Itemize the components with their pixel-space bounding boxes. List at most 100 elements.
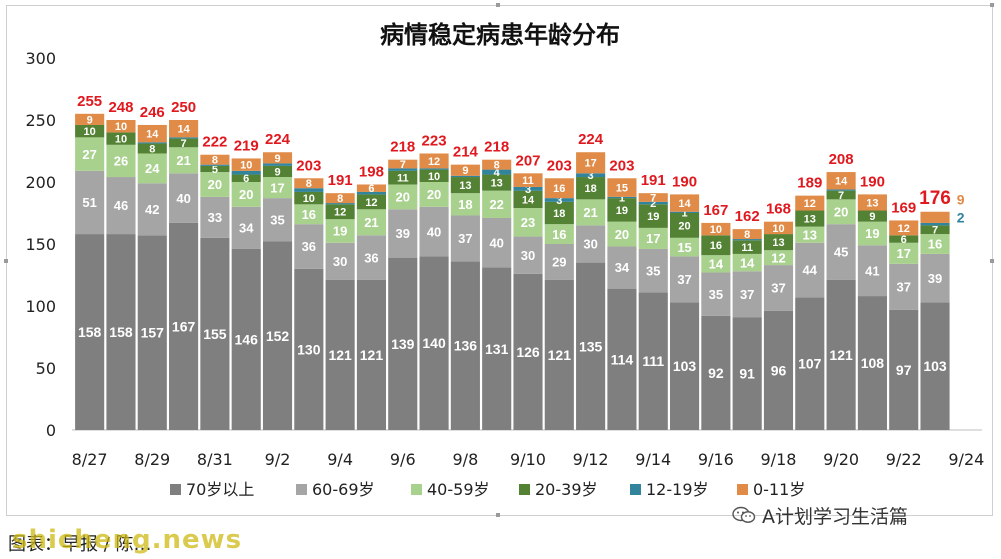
bar-segment <box>169 138 199 148</box>
bar-segment <box>669 237 700 257</box>
bar-segment <box>544 244 574 280</box>
bar-segment <box>513 208 543 237</box>
legend-item: 70岁以上 <box>170 480 254 499</box>
data-label: 92 <box>708 365 724 381</box>
data-label: 40 <box>489 235 503 250</box>
bar-segment <box>638 227 668 249</box>
x-tick-label: 9/18 <box>761 450 797 469</box>
resize-handle-top[interactable] <box>496 3 500 7</box>
data-label: 10 <box>428 171 440 183</box>
data-label: 36 <box>364 250 378 265</box>
bar-segment <box>732 240 762 254</box>
total-label: 203 <box>547 157 572 174</box>
bar-segment <box>262 163 293 166</box>
total-label: 189 <box>797 175 822 192</box>
legend-swatch <box>411 484 422 495</box>
data-label: 15 <box>677 240 691 255</box>
bar-segment <box>889 309 919 430</box>
resize-handle-right[interactable] <box>990 259 994 263</box>
wechat-account-name: A计划学习生活篇 <box>762 505 908 528</box>
data-label: 13 <box>803 227 817 242</box>
bar-segment <box>169 137 199 139</box>
data-label: 20 <box>678 220 690 232</box>
x-tick-label: 9/6 <box>390 450 416 469</box>
bar-segment <box>920 222 950 226</box>
extra-label: 9 <box>957 191 965 207</box>
bar-segment <box>576 262 606 430</box>
data-label: 36 <box>302 239 316 254</box>
bar-segment <box>763 221 794 235</box>
data-label: 6 <box>901 234 907 246</box>
bar-segment <box>732 271 762 318</box>
bar-segment <box>889 242 919 264</box>
data-label: 139 <box>391 336 415 352</box>
x-tick-label: 8/27 <box>72 450 108 469</box>
data-label: 12 <box>771 250 785 265</box>
legend-label: 70岁以上 <box>186 480 254 499</box>
bar-segment <box>356 194 387 210</box>
bar-segment <box>513 273 543 430</box>
bar-segment <box>795 210 825 227</box>
bar-segment <box>356 279 387 430</box>
data-label: 24 <box>145 161 160 176</box>
bar-segment <box>576 199 606 226</box>
bar-segment <box>638 292 668 430</box>
bar-segment <box>262 198 293 242</box>
bar-segment <box>607 198 637 222</box>
bar-segment <box>75 234 105 430</box>
bar-segment <box>325 204 355 220</box>
data-label: 14 <box>709 257 724 272</box>
x-tick-label: 9/20 <box>823 450 859 469</box>
data-label: 2 <box>650 198 656 210</box>
bar-segment <box>513 190 543 209</box>
resize-handle-bottom[interactable] <box>496 513 500 517</box>
resize-handle-left[interactable] <box>4 259 8 263</box>
bar-segment <box>669 256 700 303</box>
bar-segment <box>607 221 637 247</box>
bar-segment <box>544 178 574 199</box>
total-label: 219 <box>234 137 259 154</box>
chart-title: 病情稳定病患年龄分布 <box>380 21 620 49</box>
data-label: 16 <box>928 237 942 252</box>
extra-label: 2 <box>957 209 965 225</box>
y-tick-label: 250 <box>25 111 56 130</box>
bar-segment <box>544 201 574 225</box>
data-label: 121 <box>328 347 352 363</box>
data-label: 17 <box>646 231 660 246</box>
data-label: 96 <box>771 363 787 379</box>
bar-segment <box>638 201 668 205</box>
resize-handle-corner-tr[interactable] <box>990 3 994 7</box>
data-label: 20 <box>396 190 410 205</box>
bar-segment <box>732 239 762 241</box>
bar-segment <box>795 297 825 430</box>
total-label: 223 <box>422 132 447 149</box>
data-label: 40 <box>427 224 441 239</box>
bar-segment <box>701 222 731 236</box>
data-label: 51 <box>82 195 96 210</box>
total-label: 218 <box>484 139 509 156</box>
bar-segment <box>388 159 418 169</box>
bar-segment <box>200 237 230 430</box>
bar-segment <box>231 174 261 182</box>
bar-segment <box>294 188 324 192</box>
data-label: 16 <box>552 227 566 242</box>
x-tick-label: 9/10 <box>510 450 546 469</box>
bar-segment <box>137 183 167 236</box>
data-label: 10 <box>772 223 784 235</box>
bar-segment <box>450 175 480 178</box>
bar-segment <box>231 158 261 171</box>
bar-segment <box>482 190 512 218</box>
bar-segment <box>826 190 856 200</box>
bar-segment <box>231 248 261 430</box>
bar-segment <box>513 173 543 187</box>
data-label: 121 <box>548 347 572 363</box>
data-label: 17 <box>270 180 284 195</box>
bar-segment <box>106 234 136 430</box>
data-label: 103 <box>673 358 697 374</box>
bar-segment <box>857 296 887 430</box>
bar-segment <box>356 184 387 192</box>
data-label: 4 <box>494 167 501 179</box>
data-label: 12 <box>428 156 440 168</box>
data-label: 11 <box>522 175 534 187</box>
data-label: 10 <box>303 193 315 205</box>
